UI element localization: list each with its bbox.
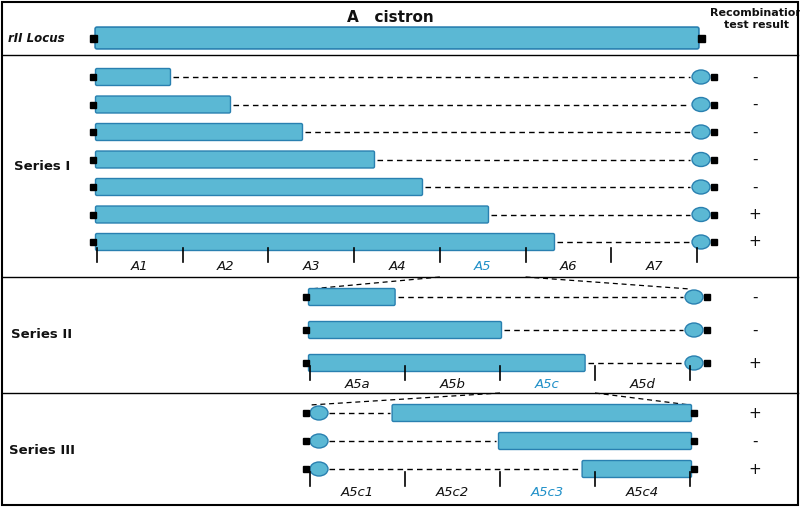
Text: A5c3: A5c3 (531, 486, 564, 498)
Bar (303, 466, 309, 472)
Text: -: - (752, 69, 758, 85)
Bar (691, 410, 697, 416)
Text: -: - (752, 289, 758, 305)
Bar (303, 438, 309, 444)
Text: -: - (752, 152, 758, 167)
Text: A4: A4 (388, 261, 406, 273)
Bar (303, 294, 309, 300)
Ellipse shape (685, 323, 703, 337)
FancyBboxPatch shape (498, 432, 691, 450)
Bar (711, 74, 717, 80)
FancyBboxPatch shape (392, 405, 691, 421)
FancyBboxPatch shape (95, 234, 554, 250)
Bar (691, 438, 697, 444)
Ellipse shape (692, 180, 710, 194)
Text: Series III: Series III (9, 444, 75, 456)
Text: A5: A5 (474, 261, 491, 273)
Bar (90, 157, 96, 163)
Bar (303, 410, 309, 416)
Text: Series II: Series II (11, 329, 73, 342)
Text: +: + (749, 461, 762, 477)
Text: -: - (752, 125, 758, 139)
Text: +: + (749, 235, 762, 249)
Text: A5c: A5c (535, 379, 560, 391)
FancyBboxPatch shape (95, 178, 422, 196)
Bar (711, 157, 717, 163)
FancyBboxPatch shape (95, 206, 489, 223)
Bar (704, 360, 710, 366)
FancyBboxPatch shape (95, 27, 699, 49)
Bar (90, 34, 97, 42)
Text: A2: A2 (217, 261, 234, 273)
Text: +: + (749, 355, 762, 371)
Bar (90, 239, 96, 245)
Bar (711, 101, 717, 107)
Bar (704, 294, 710, 300)
Text: A5c4: A5c4 (626, 486, 659, 498)
Bar (711, 239, 717, 245)
Text: A5d: A5d (630, 379, 655, 391)
Ellipse shape (692, 153, 710, 166)
Bar (711, 129, 717, 135)
Ellipse shape (692, 207, 710, 222)
Text: rII Locus: rII Locus (8, 31, 65, 45)
Bar (303, 327, 309, 333)
Ellipse shape (685, 290, 703, 304)
Text: A1: A1 (131, 261, 149, 273)
Text: A7: A7 (646, 261, 663, 273)
Text: A   cistron: A cistron (346, 10, 434, 25)
FancyBboxPatch shape (582, 460, 691, 478)
Bar (704, 327, 710, 333)
FancyBboxPatch shape (95, 96, 230, 113)
Bar (90, 74, 96, 80)
Text: -: - (752, 322, 758, 338)
Bar (711, 184, 717, 190)
Text: +: + (749, 207, 762, 222)
Ellipse shape (310, 434, 328, 448)
Ellipse shape (310, 406, 328, 420)
Text: -: - (752, 97, 758, 112)
FancyBboxPatch shape (309, 288, 395, 306)
FancyBboxPatch shape (95, 124, 302, 140)
Bar (90, 211, 96, 218)
Ellipse shape (692, 97, 710, 112)
Text: -: - (752, 179, 758, 195)
Text: Recombination
test result: Recombination test result (710, 8, 800, 29)
Text: A5a: A5a (345, 379, 370, 391)
Text: A6: A6 (560, 261, 577, 273)
Text: A5c1: A5c1 (341, 486, 374, 498)
Ellipse shape (692, 125, 710, 139)
Ellipse shape (310, 462, 328, 476)
Text: A3: A3 (302, 261, 320, 273)
Ellipse shape (692, 235, 710, 249)
FancyBboxPatch shape (309, 354, 585, 372)
FancyBboxPatch shape (95, 68, 170, 86)
Text: A5c2: A5c2 (436, 486, 469, 498)
Text: Series I: Series I (14, 160, 70, 172)
Ellipse shape (692, 70, 710, 84)
FancyBboxPatch shape (95, 151, 374, 168)
Bar (303, 360, 309, 366)
Text: +: + (749, 406, 762, 420)
Bar (698, 34, 705, 42)
FancyBboxPatch shape (309, 321, 502, 339)
Bar (691, 466, 697, 472)
Ellipse shape (685, 356, 703, 370)
Bar (90, 129, 96, 135)
Text: -: - (752, 433, 758, 449)
Text: A5b: A5b (439, 379, 466, 391)
Bar (90, 101, 96, 107)
Bar (90, 184, 96, 190)
Bar (711, 211, 717, 218)
